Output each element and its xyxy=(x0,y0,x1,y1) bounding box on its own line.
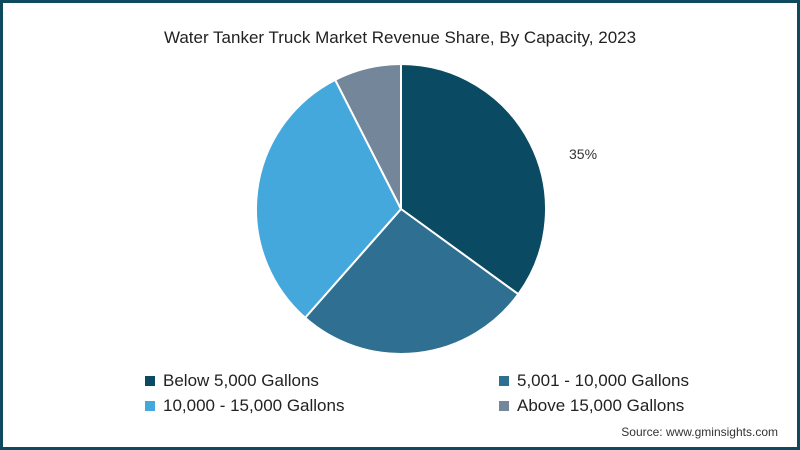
legend-item-below-5000: Below 5,000 Gallons xyxy=(145,371,319,391)
pie-slice-0 xyxy=(400,62,547,296)
pie-slice-3 xyxy=(333,62,402,210)
legend-swatch-icon xyxy=(499,376,509,386)
data-label-below-5000: 35% xyxy=(569,146,598,162)
legend-swatch-icon xyxy=(499,401,509,411)
legend-swatch-icon xyxy=(145,376,155,386)
legend-item-above-15000: Above 15,000 Gallons xyxy=(499,396,684,416)
source-note: Source: www.gminsights.com xyxy=(621,425,778,439)
legend-item-5001-10000: 5,001 - 10,000 Gallons xyxy=(499,371,689,391)
legend-swatch-icon xyxy=(145,401,155,411)
pie-slice-1 xyxy=(303,207,520,355)
chart-title: Water Tanker Truck Market Revenue Share,… xyxy=(163,28,637,47)
legend-item-10000-15000: 10,000 - 15,000 Gallons xyxy=(145,396,344,416)
